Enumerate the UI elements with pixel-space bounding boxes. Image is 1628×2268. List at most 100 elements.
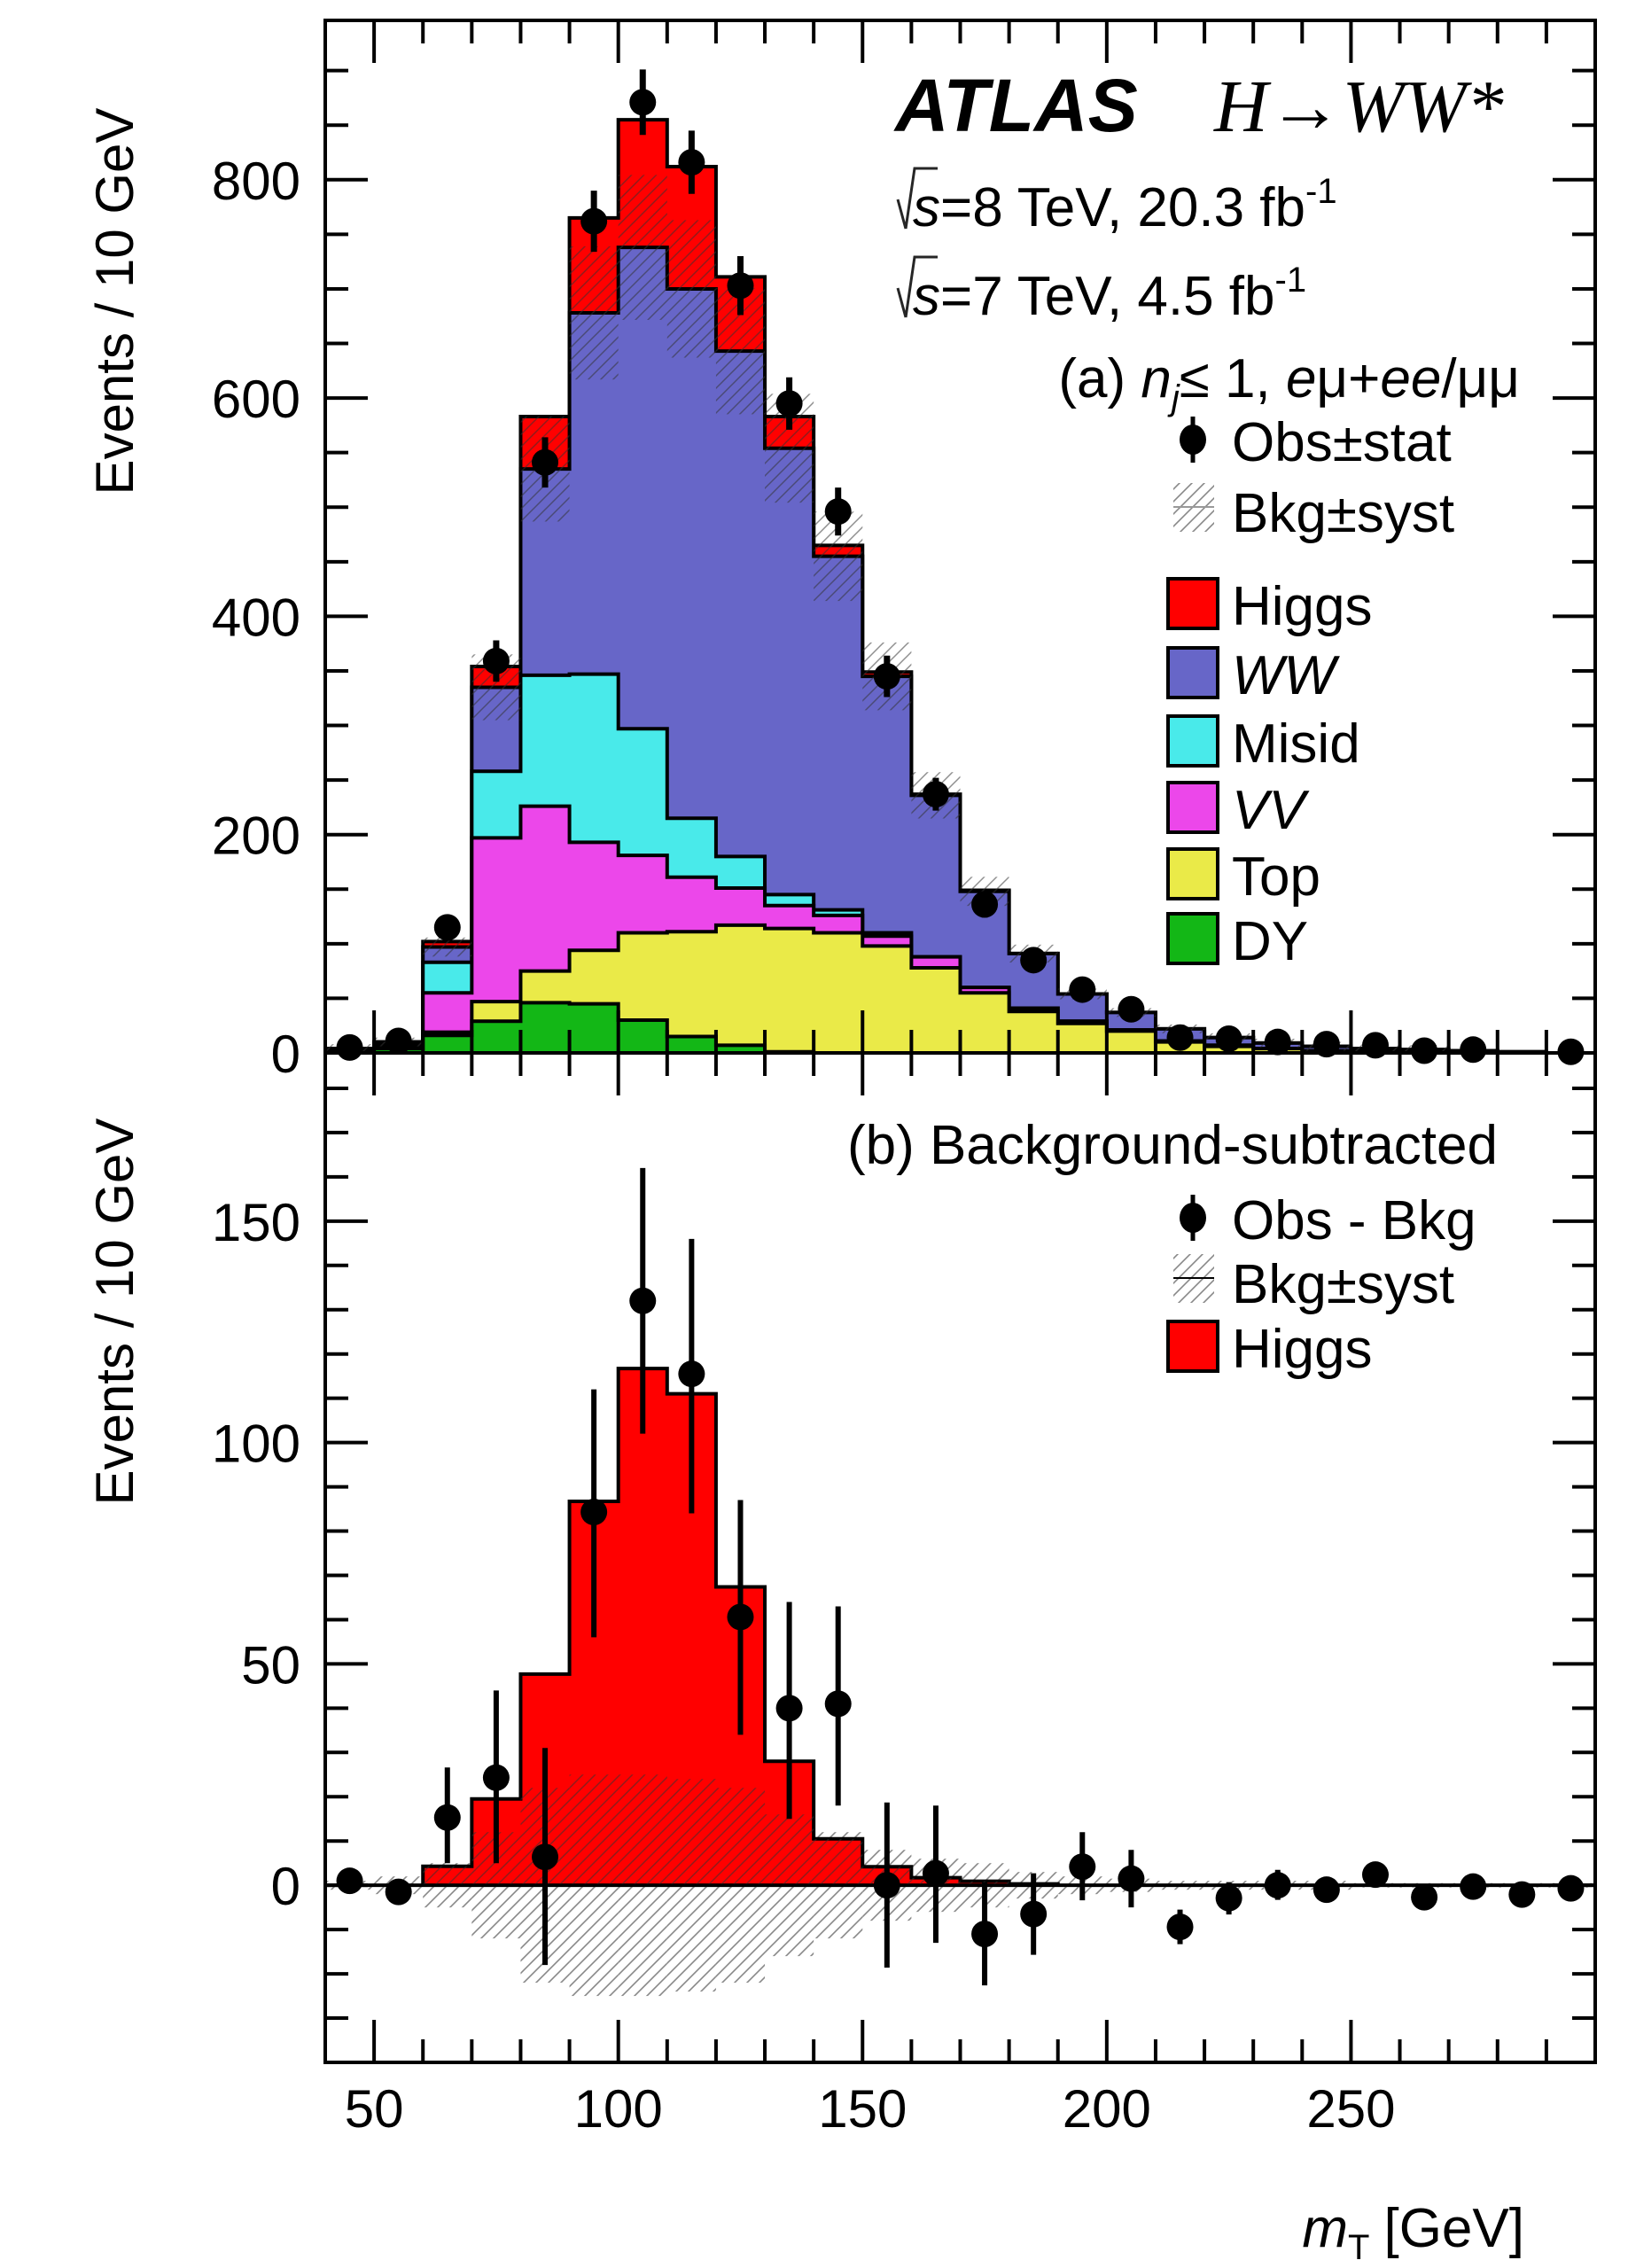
legend-label-dy: DY <box>1232 911 1308 972</box>
legend-swatch-vv <box>1166 781 1219 834</box>
energy-line-7tev: s=7 TeV, 4.5 fb-1 <box>896 255 1306 327</box>
x-axis-label: mT [GeV] <box>1302 2198 1524 2267</box>
higgs-hatch-overlay <box>666 1779 716 1886</box>
a-y-axis-label: Events / 10 GeV <box>85 108 144 495</box>
process-label: H→WW* <box>1213 66 1504 148</box>
data-point <box>1166 1913 1194 1941</box>
data-point <box>727 1603 754 1631</box>
bkg-syst-band-bin <box>618 175 667 320</box>
atlas-header: ATLAS H→WW* <box>893 64 1504 148</box>
data-point <box>1020 1900 1048 1928</box>
higgs-hatch-overlay <box>423 1866 472 1886</box>
a-data-points <box>336 69 1585 1065</box>
data-point <box>1215 1884 1242 1912</box>
y-tick-label: 0 <box>271 1857 300 1916</box>
data-point <box>433 914 461 941</box>
legend-label-obs-bkg: Obs - Bkg <box>1232 1190 1476 1251</box>
data-point <box>922 781 949 808</box>
legend-swatch-higgs <box>1166 577 1219 630</box>
data-point <box>678 1360 705 1388</box>
data-point <box>580 1499 608 1526</box>
data-point <box>873 1872 900 1899</box>
legend-label-bkg-syst: Bkg±syst <box>1232 483 1454 544</box>
data-point <box>532 448 559 476</box>
data-point <box>385 1878 412 1906</box>
y-tick-label: 400 <box>212 588 300 647</box>
x-tick-label: 100 <box>574 2079 663 2139</box>
legend-label-misid: Misid <box>1232 713 1360 775</box>
b-data-points <box>336 1167 1585 1986</box>
data-point <box>1069 976 1096 1003</box>
x-tick-label: 250 <box>1306 2079 1395 2139</box>
higgs-hatch-overlay <box>715 1788 766 1886</box>
data-point <box>1118 995 1145 1023</box>
data-point <box>1166 1024 1194 1051</box>
data-point <box>1020 947 1048 974</box>
data-point <box>336 1867 363 1895</box>
data-point <box>433 1804 461 1831</box>
data-point <box>971 1921 999 1948</box>
data-point <box>1411 1883 1438 1911</box>
bkg-syst-band-bin <box>423 937 472 957</box>
sqrt-symbol-icon <box>896 255 938 318</box>
data-point <box>1118 1865 1145 1892</box>
b-y-axis-label: Events / 10 GeV <box>85 1118 144 1506</box>
data-point <box>1460 1036 1487 1064</box>
data-point <box>727 272 754 300</box>
data-point <box>1264 1028 1291 1056</box>
legend-swatch-dy <box>1166 912 1219 965</box>
data-point <box>1313 1031 1340 1058</box>
higgs-histogram <box>325 1367 1595 1888</box>
legend-label-obs-stat: Obs±stat <box>1232 412 1452 473</box>
y-tick-label: 200 <box>212 807 300 866</box>
data-point <box>629 89 657 116</box>
y-tick-label: 600 <box>212 370 300 429</box>
legend-swatch-misid <box>1166 714 1219 768</box>
legend-label-bkg-syst: Bkg±syst <box>1232 1254 1454 1315</box>
x-tick-label: 50 <box>345 2079 404 2139</box>
data-point <box>580 207 608 235</box>
panel-b-title: (b) Background-subtracted <box>847 1115 1498 1176</box>
data-point <box>824 498 852 526</box>
energy-text-7tev: s=7 TeV, 4.5 fb-1 <box>913 261 1306 327</box>
b-axes: 0 50 100 150 <box>212 1051 1597 2064</box>
panel-a-title: (a) nj≤ 1, eμ+ee/μμ <box>1058 348 1520 417</box>
x-tick-label: 150 <box>818 2079 907 2139</box>
y-tick-label: 100 <box>212 1415 300 1474</box>
data-point <box>678 149 705 176</box>
data-point <box>775 1695 803 1722</box>
data-point <box>1215 1025 1242 1052</box>
x-tick-labels: 50 100 150 200 250 <box>345 2079 1396 2139</box>
x-tick-label: 200 <box>1063 2079 1151 2139</box>
data-point <box>1508 1881 1536 1908</box>
legend-marker-icon <box>1180 425 1206 455</box>
legend-label-vv: VV <box>1232 780 1310 841</box>
data-point <box>1264 1872 1291 1899</box>
legend-label-ww: WW <box>1232 645 1341 706</box>
energy-text-8tev: s=8 TeV, 20.3 fb-1 <box>913 172 1337 238</box>
panel-b-background-subtracted: 0 50 100 150 Events / 10 GeV (b) Background… <box>85 1051 1597 2064</box>
data-point <box>824 1690 852 1718</box>
sqrt-symbol-icon <box>896 167 938 230</box>
energy-line-8tev: s=8 TeV, 20.3 fb-1 <box>896 167 1337 238</box>
bkg-syst-band-bin <box>666 220 716 358</box>
legend-label-higgs: Higgs <box>1232 576 1373 637</box>
data-point <box>922 1859 949 1887</box>
y-tick-label: 50 <box>241 1635 300 1695</box>
data-point <box>775 390 803 417</box>
data-point <box>385 1027 412 1055</box>
data-point <box>1411 1037 1438 1064</box>
y-tick-label: 800 <box>212 152 300 211</box>
y-tick-label: 0 <box>271 1025 300 1084</box>
data-point <box>1069 1853 1096 1881</box>
data-point <box>482 1764 510 1791</box>
data-point <box>629 1287 657 1314</box>
data-point <box>532 1843 559 1871</box>
experiment-label: ATLAS <box>893 64 1138 147</box>
legend-swatch-ww <box>1166 646 1219 699</box>
legend-label-top: Top <box>1232 846 1320 908</box>
panel-a-stacked-distribution: 0 200 400 600 800 Events / 10 GeV ATLAS H→WW… <box>85 19 1597 1084</box>
higgs-hatch-overlay <box>618 1774 667 1886</box>
